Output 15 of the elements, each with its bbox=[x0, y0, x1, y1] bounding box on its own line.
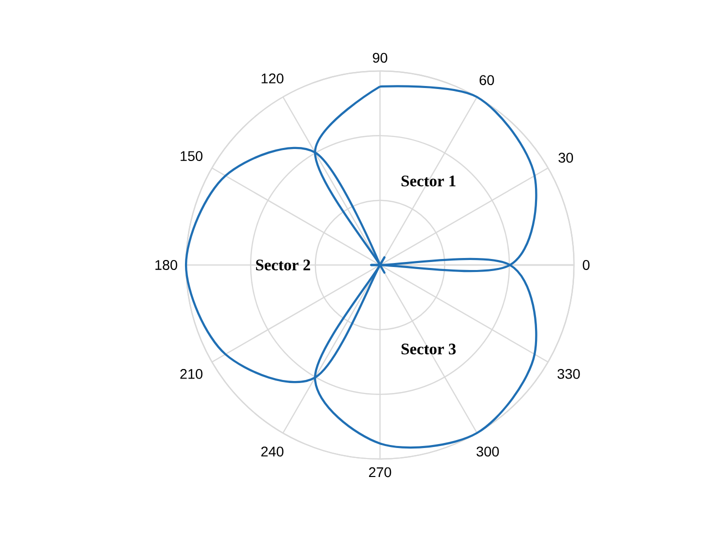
spoke-label: 210 bbox=[180, 369, 202, 379]
text: Sector 1 bbox=[402, 176, 456, 186]
spoke-label: 0 bbox=[582, 260, 590, 270]
text: Sector 2 bbox=[256, 260, 310, 270]
spoke-label: 90 bbox=[372, 52, 388, 63]
spoke-label: 60 bbox=[480, 75, 494, 86]
text: Sector 3 bbox=[402, 344, 456, 354]
spoke-label: 180 bbox=[155, 260, 178, 270]
spoke-label: 300 bbox=[476, 446, 499, 457]
spoke-label: 240 bbox=[261, 446, 284, 457]
spoke-label: 120 bbox=[262, 73, 284, 84]
spoke-label: 330 bbox=[558, 369, 580, 379]
spoke-label: 270 bbox=[369, 467, 392, 478]
spoke-label: 150 bbox=[180, 151, 202, 162]
spoke-label: 30 bbox=[558, 152, 574, 163]
